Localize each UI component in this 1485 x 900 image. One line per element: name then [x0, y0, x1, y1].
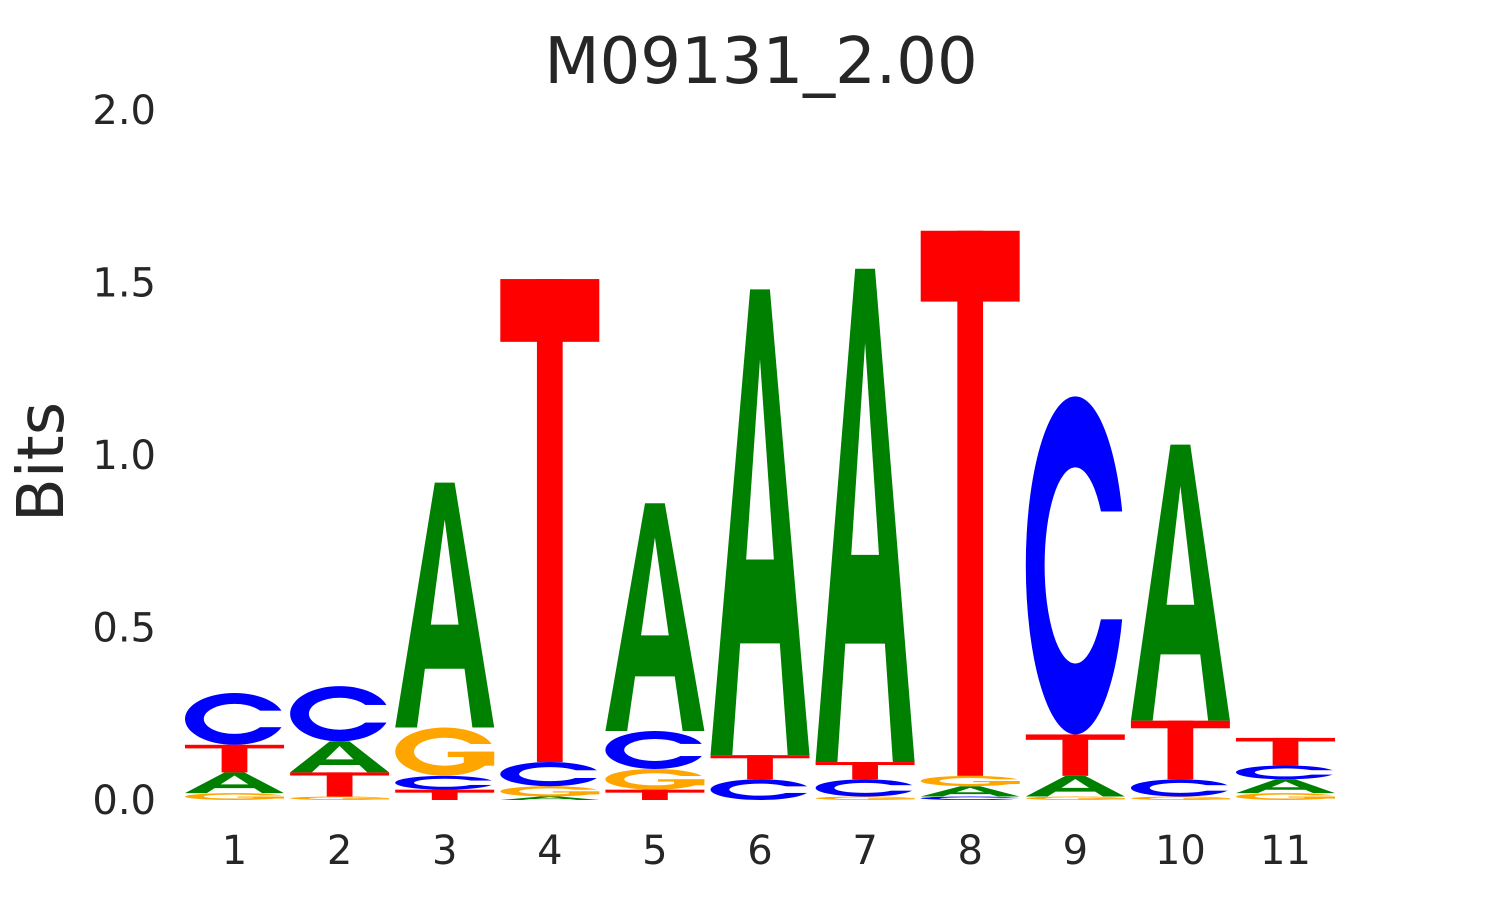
- x-tick-label: 5: [642, 828, 667, 874]
- x-tick-label: 9: [1063, 828, 1088, 874]
- x-tick-label: 3: [432, 828, 457, 874]
- x-tick-label: 7: [852, 828, 877, 874]
- x-tick-label: 11: [1260, 828, 1311, 874]
- letter-T: [1236, 737, 1335, 766]
- letter-C: [500, 762, 614, 787]
- letter-T: [1130, 720, 1230, 780]
- letter-C: [605, 731, 719, 769]
- letter-A: [710, 289, 810, 756]
- y-axis-ticks: 0.0 0.5 1.0 1.5 2.0: [92, 88, 156, 824]
- letter-A: [1025, 775, 1125, 797]
- logo-column-6: [710, 289, 824, 801]
- letter-T: [395, 789, 495, 800]
- logo-column-1: [185, 693, 298, 800]
- y-tick-label: 0.5: [92, 606, 156, 652]
- letter-T: [815, 762, 915, 780]
- letter-T: [500, 279, 600, 763]
- logo-column-10: [1130, 444, 1244, 800]
- letter-C: [815, 779, 929, 797]
- letter-G: [605, 768, 719, 790]
- logo-column-11: [1236, 737, 1349, 800]
- letter-G: [920, 775, 1034, 787]
- letter-C: [290, 686, 403, 742]
- letter-T: [920, 230, 1020, 776]
- y-tick-label: 1.0: [92, 433, 156, 479]
- letter-G: [500, 786, 614, 797]
- letter-C: [1130, 779, 1244, 797]
- x-axis-ticks: 1 2 3 4 5 6 7 8 9 10 11: [222, 828, 1311, 874]
- letter-G: [1025, 796, 1139, 800]
- letter-T: [290, 772, 390, 797]
- letter-A: [290, 741, 390, 773]
- logo-column-8: [920, 230, 1034, 800]
- letter-T: [710, 755, 810, 780]
- logo-letters: [185, 230, 1349, 801]
- letter-A: [1236, 779, 1335, 794]
- logo-column-9: [1025, 396, 1139, 800]
- x-tick-label: 6: [747, 828, 772, 874]
- letter-A: [815, 268, 915, 763]
- logo-column-3: [395, 482, 509, 800]
- letter-C: [185, 693, 298, 745]
- x-tick-label: 4: [537, 828, 562, 874]
- x-tick-label: 10: [1155, 828, 1206, 874]
- chart-title: M09131_2.00: [544, 25, 978, 99]
- letter-G: [1236, 793, 1349, 800]
- y-tick-label: 1.5: [92, 261, 156, 307]
- letter-C: [395, 775, 509, 790]
- logo-column-2: [290, 686, 403, 800]
- letter-T: [185, 744, 284, 773]
- letter-C: [920, 796, 1034, 800]
- x-tick-label: 1: [222, 828, 247, 874]
- letter-C: [1025, 396, 1139, 735]
- letter-A: [1130, 444, 1230, 721]
- y-tick-label: 2.0: [92, 88, 156, 134]
- x-tick-label: 2: [327, 828, 352, 874]
- letter-T: [605, 789, 705, 800]
- x-tick-label: 8: [957, 828, 982, 874]
- letter-A: [185, 772, 284, 794]
- y-tick-label: 0.0: [92, 778, 156, 824]
- logo-column-7: [815, 268, 929, 800]
- letter-C: [710, 779, 824, 801]
- logo-column-4: [500, 279, 614, 800]
- letter-G: [1130, 796, 1244, 800]
- letter-A: [500, 796, 600, 800]
- letter-A: [920, 786, 1020, 797]
- letter-T: [1025, 734, 1125, 776]
- letter-G: [290, 796, 403, 800]
- letter-A: [395, 482, 495, 728]
- letter-G: [185, 793, 298, 800]
- letter-G: [395, 727, 509, 776]
- letter-C: [1236, 765, 1349, 780]
- logo-column-5: [605, 503, 719, 800]
- letter-G: [815, 796, 929, 800]
- letter-A: [605, 503, 705, 731]
